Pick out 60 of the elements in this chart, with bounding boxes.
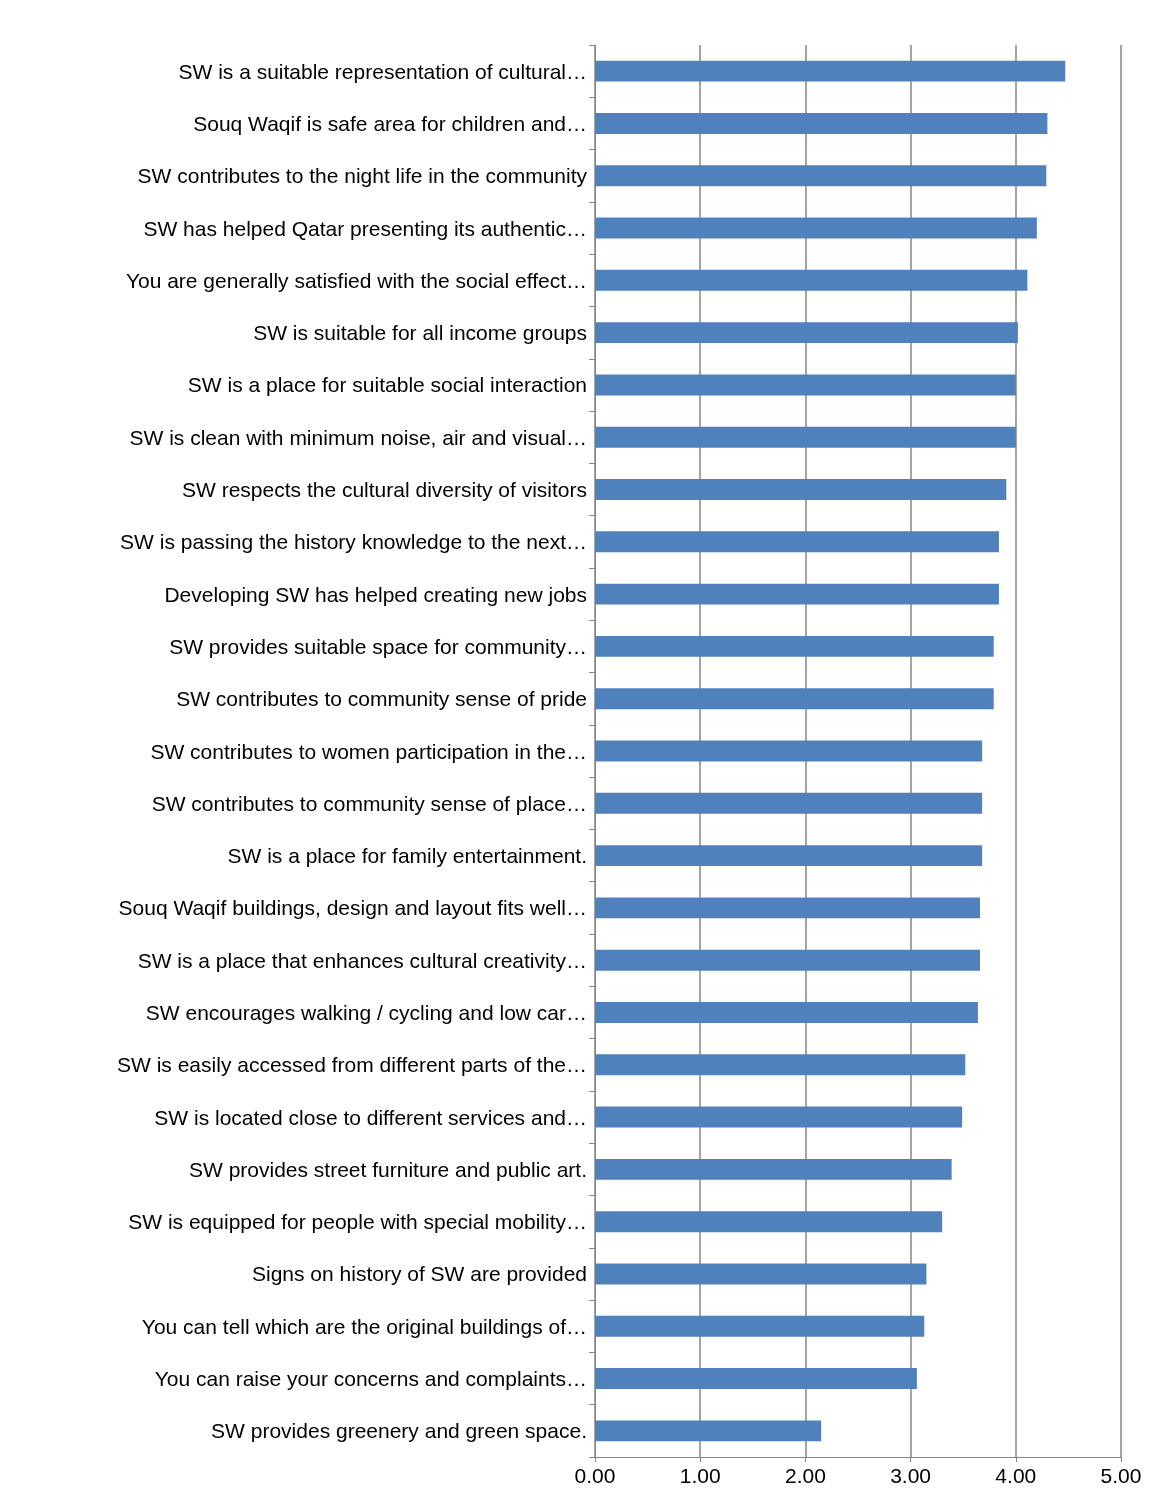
y-tick-label: SW contributes to community sense of place… [151,791,587,815]
y-tick-label: SW contributes to community sense of pride [176,687,587,711]
bar [595,688,994,710]
y-tick-label: SW is passing the history knowledge to the next… [120,530,587,554]
bar [595,531,999,553]
y-tick-label: SW is a place for family entertainment. [227,844,587,868]
y-tick-label: SW has helped Qatar presenting its authentic… [143,216,587,240]
bar [595,740,983,762]
y-tick-label: SW is equipped for people with special mobility… [128,1210,587,1234]
bar [595,1420,822,1442]
y-tick-label: Souq Waqif is safe area for children and… [193,111,587,135]
bar [595,949,981,971]
bar [595,1315,925,1337]
y-tick-label: Developing SW has helped creating new jobs [164,582,587,606]
y-tick-label: SW is a place for suitable social interaction [187,373,587,397]
x-tick-label: 3.00 [890,1464,932,1487]
bar [595,374,1016,396]
x-tick-label: 4.00 [995,1464,1037,1487]
bar [595,792,983,814]
bar [595,269,1028,291]
y-tick-label: SW provides greenery and green space. [211,1419,587,1443]
y-tick-label: SW is located close to different services and… [154,1105,587,1129]
bar [595,897,981,919]
y-tick-label: SW respects the cultural diversity of visitors [182,478,587,502]
x-tick-label: 2.00 [784,1464,826,1487]
y-tick-label: SW is suitable for all income groups [253,321,587,345]
y-tick-label: You can raise your concerns and complaints… [154,1367,587,1391]
bar [595,1054,966,1076]
bar [595,1263,927,1285]
y-tick-label: SW provides street furniture and public art. [188,1157,587,1181]
bar [595,479,1007,500]
bar [595,1106,963,1128]
bar [595,1211,943,1233]
bar [595,1158,952,1180]
y-tick-label: You can tell which are the original buildings of… [141,1314,587,1338]
y-tick-label: SW is easily accessed from different parts of the… [117,1053,587,1077]
y-tick-label: Signs on history of SW are provided [252,1262,587,1286]
x-tick-label: 1.00 [679,1464,721,1487]
y-tick-label: SW contributes to women participation in the… [150,739,587,763]
y-tick-label: You are generally satisfied with the social effect… [125,268,587,292]
bar [595,217,1037,239]
bar [595,322,1018,344]
bar [595,1002,978,1023]
bar [595,845,983,867]
x-tick-label: 0.00 [574,1464,616,1487]
bar [595,426,1016,448]
y-tick-label: SW is a place that enhances cultural creativity… [137,948,587,972]
bar [595,165,1047,187]
y-tick-label: Souq Waqif buildings, design and layout fits well… [118,896,587,920]
bar [595,635,994,657]
y-tick-label: SW is clean with minimum noise, air and visual… [129,425,587,449]
bar [595,60,1066,82]
y-tick-label: SW provides suitable space for community… [169,634,587,658]
y-tick-label: SW contributes to the night life in the community [137,164,588,188]
bar [595,112,1048,134]
y-tick-label: SW encourages walking / cycling and low car… [145,1000,587,1024]
x-tick-label: 5.00 [1100,1464,1142,1487]
y-tick-label: SW is a suitable representation of cultural… [178,59,587,83]
bar [595,1368,917,1390]
bar [595,583,999,605]
